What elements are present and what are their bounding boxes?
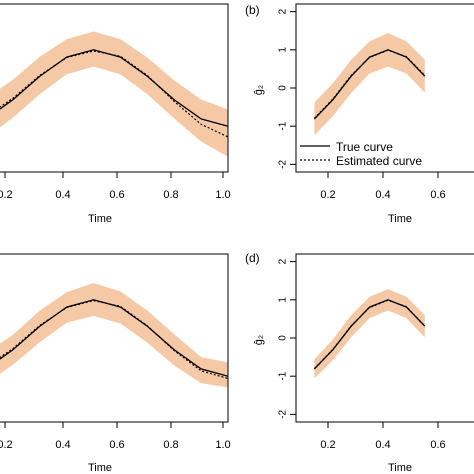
x-tick-label: 0.2 bbox=[0, 189, 13, 201]
confidence-band bbox=[0, 31, 228, 157]
x-tick-label: 1.0 bbox=[215, 189, 230, 201]
x-tick-label: 0.6 bbox=[109, 439, 124, 451]
panel-label: (d) bbox=[245, 251, 260, 265]
estimated-curve-line bbox=[0, 299, 229, 380]
legend-true-label: True curve bbox=[336, 140, 393, 154]
y-tick-label: 2 bbox=[278, 8, 289, 14]
x-tick-label: 0.4 bbox=[375, 439, 390, 451]
y-tick-label: -2 bbox=[278, 159, 289, 168]
estimated-curve-line bbox=[0, 50, 229, 138]
x-tick-label: 0.4 bbox=[55, 189, 70, 201]
y-axis-label: ĝ₂ bbox=[253, 85, 265, 95]
x-tick-label: 0.4 bbox=[55, 439, 70, 451]
panel-a: 0.2 0.4 0.6 0.8 1.0 Time bbox=[0, 3, 231, 225]
x-tick-label: 0.2 bbox=[320, 439, 335, 451]
plot-frame bbox=[0, 3, 229, 173]
x-axis-label: Time bbox=[88, 213, 112, 225]
panel-d: 0.2 0.4 0.6 Time 2 1 0 -1 -2 ĝ₂ (d) bbox=[245, 251, 474, 474]
legend-estimated-label: Estimated curve bbox=[336, 154, 422, 168]
y-tick-label: 1 bbox=[278, 297, 289, 303]
x-tick-label: 0.4 bbox=[375, 189, 390, 201]
y-tick-label: 0 bbox=[278, 85, 289, 91]
panel-c: 0.2 0.4 0.6 0.8 1.0 Time bbox=[0, 253, 231, 474]
x-tick-label: 0.2 bbox=[0, 439, 13, 451]
estimated-curve-line bbox=[313, 299, 426, 369]
x-tick-label: 0.8 bbox=[163, 439, 178, 451]
plot-frame bbox=[0, 253, 229, 423]
true-curve-line bbox=[313, 299, 426, 370]
x-tick-label: 0.8 bbox=[163, 189, 178, 201]
x-tick-label: 0.6 bbox=[430, 439, 445, 451]
x-tick-label: 0.6 bbox=[109, 189, 124, 201]
estimated-curve-line bbox=[313, 49, 426, 119]
y-tick-label: 2 bbox=[278, 258, 289, 264]
y-tick-label: -1 bbox=[278, 371, 289, 380]
panel-label: (b) bbox=[245, 3, 260, 17]
x-axis-label: Time bbox=[88, 462, 112, 474]
y-tick-label: 0 bbox=[278, 335, 289, 341]
x-axis-label: Time bbox=[388, 462, 412, 474]
plot-frame bbox=[295, 253, 474, 423]
confidence-band bbox=[314, 33, 425, 136]
confidence-band bbox=[314, 289, 425, 379]
y-tick-label: 1 bbox=[278, 47, 289, 53]
x-axis-label: Time bbox=[388, 213, 412, 225]
x-tick-label: 0.6 bbox=[430, 189, 445, 201]
y-tick-label: -2 bbox=[278, 409, 289, 418]
panel-b: 0.2 0.4 0.6 Time 2 1 0 -1 -2 ĝ₂ (b) bbox=[245, 3, 474, 225]
x-tick-label: 0.2 bbox=[320, 189, 335, 201]
y-tick-label: -1 bbox=[278, 121, 289, 130]
x-tick-label: 1.0 bbox=[215, 439, 230, 451]
y-axis-label: ĝ₂ bbox=[253, 335, 265, 345]
confidence-band bbox=[0, 283, 228, 388]
